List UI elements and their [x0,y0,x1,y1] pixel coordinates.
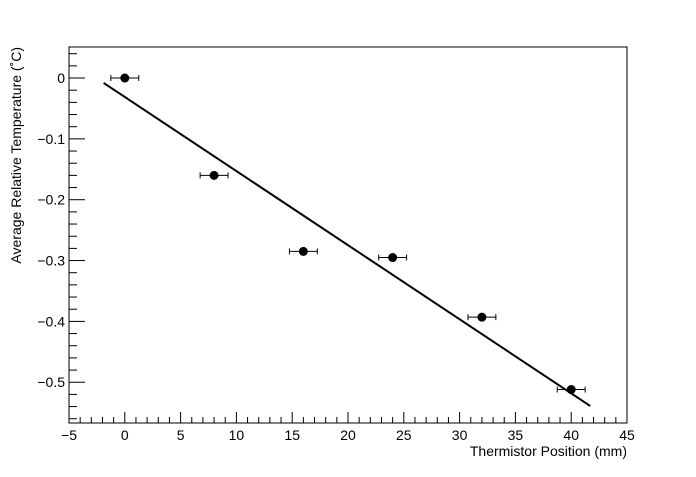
x-tick-label: 10 [229,427,245,443]
y-tick-label: −0.4 [37,313,65,329]
y-axis-label: Average Relative Temperature (˚C) [8,47,24,264]
data-marker [120,73,130,83]
y-tick-label: −0.5 [37,374,65,390]
x-tick-label: 25 [396,427,412,443]
y-tick-label: −0.2 [37,192,65,208]
data-point [110,73,140,83]
data-marker [298,246,308,256]
data-marker [477,312,487,322]
data-marker [209,170,219,180]
x-tick-label: 15 [284,427,300,443]
fit-line [103,82,591,407]
x-tick-label: 30 [452,427,468,443]
data-point [378,253,408,263]
x-tick-label: 45 [619,427,635,443]
x-axis-label: Thermistor Position (mm) [470,443,627,459]
y-tick-label: −0.1 [37,131,65,147]
data-point [556,385,586,395]
x-tick-label: 0 [121,427,129,443]
x-tick-label: 35 [508,427,524,443]
data-marker [566,385,576,395]
data-point [467,312,497,322]
x-tick-label: 40 [563,427,579,443]
x-tick-label: 20 [340,427,356,443]
plot-frame [68,46,628,424]
data-marker [388,253,398,263]
x-tick-label: 5 [177,427,185,443]
y-tick-label: 0 [57,70,65,86]
data-point [288,246,318,256]
data-point [199,170,229,180]
x-tick-label: −5 [61,427,77,443]
y-tick-label: −0.3 [37,253,65,269]
